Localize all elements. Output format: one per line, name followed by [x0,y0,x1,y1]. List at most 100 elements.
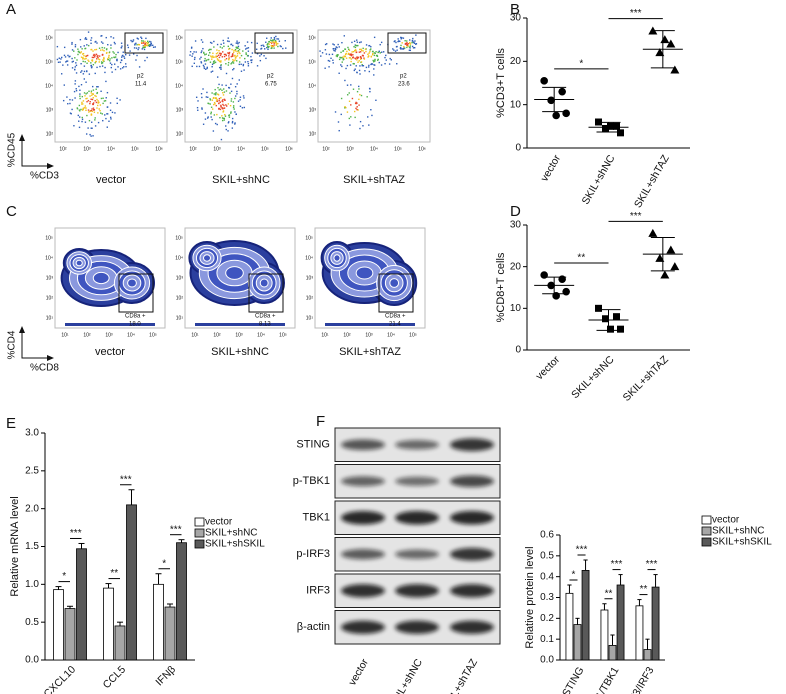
cell-dot [352,62,354,65]
cell-dot [216,52,219,54]
y-tick-label: 10 [510,99,522,110]
cell-dot [409,43,412,45]
cell-dot [277,38,280,40]
cell-dot [244,61,247,63]
flow-tick-label: 10² [176,295,184,301]
cell-dot [360,56,362,58]
cell-dot [81,116,83,119]
y-tick-label: 1.0 [25,579,39,590]
cell-dot [412,41,414,43]
cell-dot [93,56,96,58]
cell-dot [125,65,127,68]
blot-lane-label: SKIL+shNC [387,657,425,694]
cell-dot [210,55,212,57]
cell-dot [110,47,112,49]
flow-tick-label: 10⁵ [149,332,157,338]
cell-dot [77,50,80,53]
cell-dot [105,80,107,83]
cell-dot [267,45,269,48]
cell-dot [109,116,112,119]
cell-dot [210,56,213,58]
cell-dot [245,48,247,50]
cell-dot [206,66,208,69]
cell-dot [373,36,376,39]
flow-tick-label: 10³ [309,107,317,113]
cell-dot [215,98,218,100]
cell-dot [374,58,376,61]
cell-dot [62,99,65,102]
cell-dot [116,97,118,100]
cell-dot [230,55,233,58]
cell-dot [200,51,202,54]
cell-dot [342,58,344,60]
cell-dot [361,64,363,67]
cell-dot [97,56,99,59]
cell-dot [350,116,352,118]
cell-dot [362,50,364,52]
cell-dot [86,54,89,57]
cell-dot [340,51,342,54]
contour-line [127,278,137,288]
cell-dot [89,95,91,97]
cell-dot [396,45,398,48]
cell-dot [235,113,237,116]
cell-dot [218,56,221,59]
cell-dot [113,41,116,44]
cell-dot [284,40,286,42]
cell-dot [104,71,106,74]
cell-dot [369,49,371,51]
cell-dot [220,65,222,67]
cell-dot [272,41,275,43]
blot-row-label: STING [296,439,330,451]
cell-dot [92,135,94,137]
cell-dot [413,42,416,44]
cell-dot [66,60,69,62]
cell-dot [74,66,76,68]
cell-dot [76,107,79,110]
cell-dot [104,66,106,69]
cell-dot [110,118,112,120]
cell-dot [369,90,371,93]
cell-dot [279,45,282,47]
cell-dot [356,41,359,43]
cell-dot [135,42,137,45]
flow-tick-label: 10⁵ [131,146,139,152]
cell-dot [91,127,93,129]
cell-dot [209,41,212,44]
cell-dot [219,60,221,63]
cell-dot [238,51,240,53]
cell-dot [247,62,250,65]
cell-dot [234,86,237,88]
cell-dot [200,93,203,95]
cell-dot [228,86,230,89]
cell-dot [348,49,351,51]
cell-dot [225,128,228,131]
cell-dot [95,95,97,98]
cell-dot [82,53,84,55]
data-point [666,39,676,48]
cell-dot [349,124,351,126]
cell-dot [264,48,266,50]
cell-dot [273,36,276,39]
cell-dot [88,119,91,122]
panel-label: F [316,413,325,430]
cell-dot [342,56,344,59]
bar [103,587,114,661]
cell-dot [239,96,242,98]
cell-dot [232,106,235,109]
cell-dot [100,97,103,100]
cell-dot [402,48,404,50]
cell-dot [236,50,238,53]
cell-dot [220,105,222,107]
panel-label: B [510,1,520,18]
contour-line [259,278,269,288]
cell-dot [381,51,383,53]
data-point [613,122,620,130]
y-axis-label: Relative protein level [524,546,536,648]
cell-dot [63,54,66,57]
cell-dot [338,58,341,61]
cell-dot [81,101,83,104]
cell-dot [235,57,237,59]
cell-dot [356,39,358,41]
cell-dot [242,50,244,52]
